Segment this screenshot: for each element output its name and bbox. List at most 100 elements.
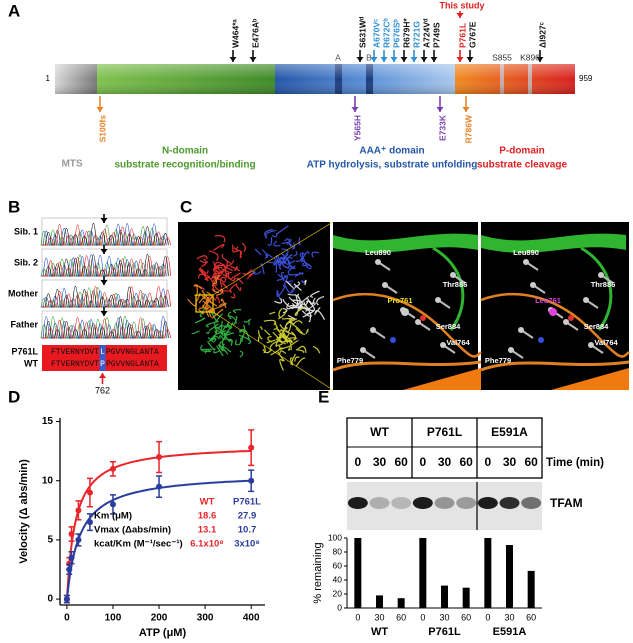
atom — [563, 319, 569, 325]
residue-label: Val764 — [446, 338, 470, 347]
ribbon — [211, 274, 220, 287]
mutation-label: P761L — [457, 23, 467, 48]
ribbon — [302, 257, 312, 270]
mutation-label: A724Vᵈ — [421, 18, 431, 48]
ribbon — [225, 332, 235, 336]
ribbon — [294, 306, 306, 317]
time-label: 30 — [503, 455, 517, 469]
ribbon — [286, 318, 297, 325]
ribbon — [281, 261, 290, 269]
blot-band — [456, 497, 477, 509]
ribbon — [213, 322, 218, 335]
y-axis-label: % remaining — [312, 542, 324, 603]
time-label: 0 — [484, 455, 491, 469]
ribbon — [266, 339, 276, 344]
ribbon — [281, 256, 286, 263]
parameter-label: Vmax (Δabs/min) — [94, 525, 171, 536]
mutation-label: S100fs — [97, 115, 107, 143]
data-point — [86, 489, 93, 496]
group-label: WT — [371, 626, 388, 638]
blot-band — [434, 497, 455, 509]
ribbon — [199, 260, 209, 264]
atom — [588, 342, 594, 348]
chromatogram-trace — [42, 285, 169, 308]
residue-highlight — [99, 345, 106, 371]
y-axis-label: Velocity (Δ abs/min) — [18, 459, 30, 564]
panel-label: D — [8, 387, 20, 406]
ribbon — [287, 280, 294, 285]
ribbon — [208, 323, 219, 332]
domain-name: N-domain — [162, 146, 208, 157]
ribbon — [297, 293, 300, 299]
panel-label: E — [318, 387, 329, 406]
ribbon — [213, 264, 220, 271]
arrow-head — [420, 57, 428, 62]
ribbon — [312, 297, 316, 305]
ribbon — [284, 284, 295, 294]
blot-band — [499, 497, 520, 509]
atom — [549, 308, 557, 316]
atom — [370, 327, 376, 333]
ribbon — [286, 302, 291, 310]
ribbon — [231, 244, 234, 252]
ribbon — [202, 300, 209, 309]
blot-band — [347, 497, 368, 509]
ribbon — [216, 313, 224, 322]
data-point — [248, 444, 255, 451]
data-point — [66, 566, 73, 573]
x-tick-label: 0 — [355, 612, 360, 622]
ribbon — [227, 311, 232, 320]
ribbon — [280, 329, 288, 339]
ribbon — [291, 339, 299, 346]
y-tick-label: 80 — [333, 546, 343, 556]
residue-label: Thr886 — [443, 280, 468, 289]
ribbon — [277, 351, 285, 362]
arrow-head — [100, 311, 108, 316]
ribbon — [295, 328, 306, 336]
ribbon — [282, 307, 288, 314]
ribbon — [281, 238, 292, 245]
ribbon — [294, 272, 304, 278]
data-point — [86, 519, 93, 526]
y-tick-label: 15 — [42, 416, 54, 427]
ribbon — [241, 335, 244, 343]
arrow-head — [100, 280, 108, 285]
arrow-head — [380, 57, 388, 62]
mutation-label: A670Vᶜ — [371, 18, 381, 48]
ribbon — [209, 250, 219, 261]
ribbon — [273, 240, 281, 247]
bar — [376, 595, 383, 608]
time-unit: Time (min) — [546, 457, 604, 469]
blot-band — [369, 497, 390, 509]
bar — [527, 570, 535, 608]
ribbon — [205, 298, 212, 303]
ribbon — [216, 345, 224, 357]
mutation-label: R679H* — [401, 18, 411, 48]
ribbon — [205, 331, 210, 335]
ribbon — [312, 345, 321, 354]
ribbon — [284, 339, 292, 351]
time-label: 60 — [394, 455, 408, 469]
panel-label: C — [180, 197, 192, 216]
ribbon — [230, 272, 242, 280]
data-point — [75, 507, 82, 514]
residue: L — [100, 348, 105, 357]
arrow-head — [436, 107, 444, 112]
ribbon — [300, 251, 310, 263]
ribbon — [226, 327, 232, 334]
y-tick-label: 5 — [47, 535, 53, 546]
sequence: PGVVNGLANTA — [106, 348, 159, 357]
ribbon — [234, 339, 237, 345]
ribbon — [287, 346, 291, 351]
ribbon — [213, 275, 218, 285]
chromatogram-trace — [42, 317, 171, 339]
arrow-head — [400, 57, 408, 62]
arrow-head — [536, 57, 544, 62]
mutation-label: E476Aᵇ — [250, 18, 260, 48]
arrow-head — [390, 57, 398, 62]
ribbon — [207, 335, 217, 340]
ribbon — [279, 358, 284, 371]
atom — [530, 282, 536, 288]
ribbon — [229, 283, 238, 293]
ribbon — [279, 350, 287, 355]
